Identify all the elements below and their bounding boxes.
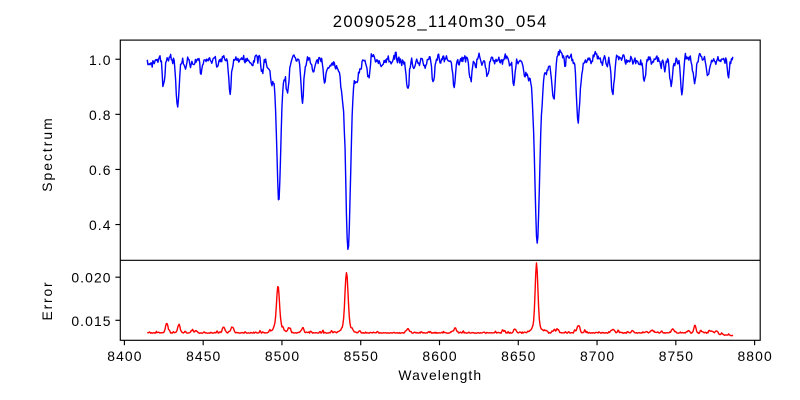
svg-text:8700: 8700 [580,348,615,364]
svg-text:0.015: 0.015 [71,313,111,329]
svg-text:0.6: 0.6 [89,162,112,178]
svg-text:8550: 8550 [344,348,379,364]
svg-text:8750: 8750 [659,348,694,364]
svg-text:8600: 8600 [422,348,457,364]
svg-text:8400: 8400 [107,348,142,364]
svg-text:1.0: 1.0 [89,52,112,68]
svg-text:Spectrum: Spectrum [39,116,55,191]
svg-text:Error: Error [39,281,55,321]
svg-text:0.8: 0.8 [89,107,112,123]
svg-text:8650: 8650 [501,348,536,364]
svg-text:20090528_1140m30_054: 20090528_1140m30_054 [333,12,548,31]
svg-text:8800: 8800 [737,348,772,364]
svg-text:0.020: 0.020 [71,270,111,286]
svg-text:8450: 8450 [186,348,221,364]
svg-text:0.4: 0.4 [89,217,112,233]
svg-text:8500: 8500 [265,348,300,364]
svg-text:Wavelength: Wavelength [398,367,482,383]
